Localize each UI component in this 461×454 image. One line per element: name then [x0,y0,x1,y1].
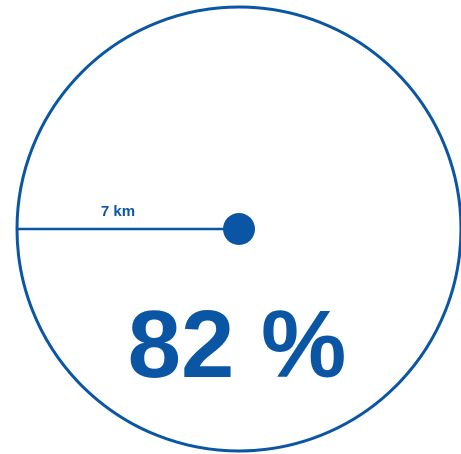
percentage-label: 82 % [128,291,347,398]
center-point [223,213,255,245]
radius-label: 7 km [101,203,135,220]
boundary-circle [15,5,461,453]
